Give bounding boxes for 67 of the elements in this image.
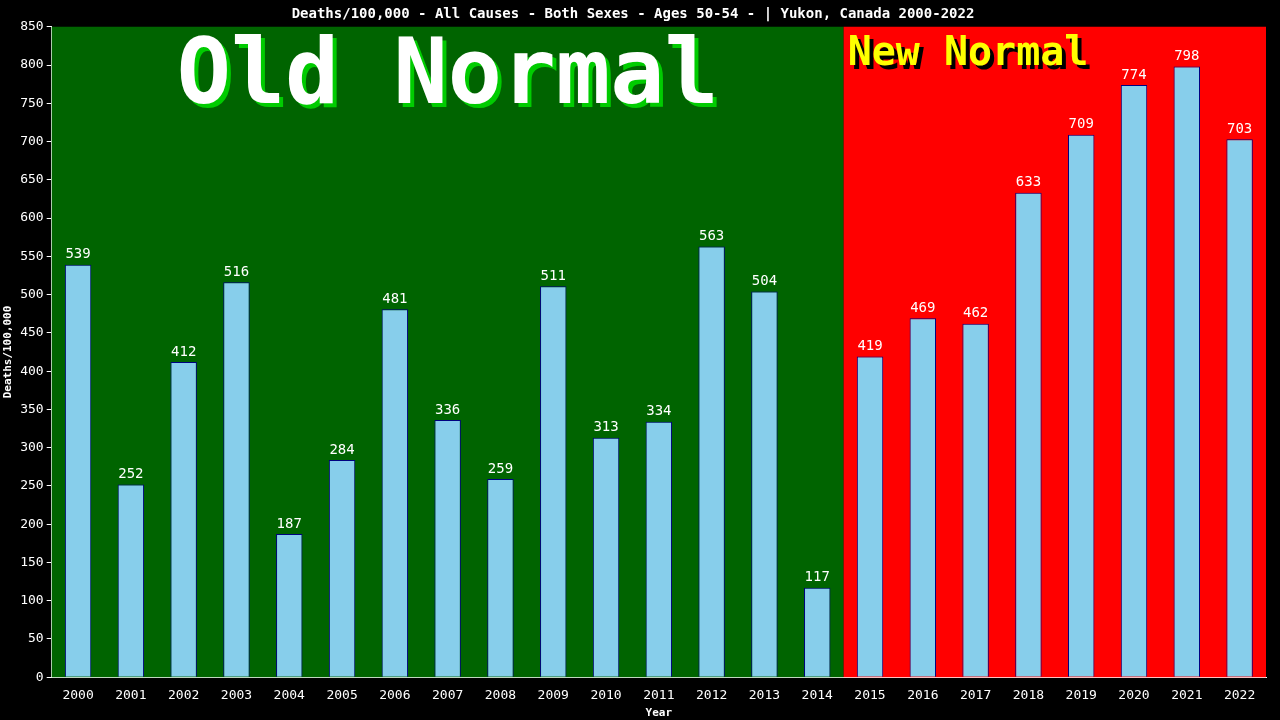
- x-tick-label: 2010: [590, 687, 622, 703]
- y-tick-label: 700: [20, 132, 44, 148]
- x-tick-label: 2009: [537, 687, 569, 703]
- x-tick-label: 2017: [959, 687, 992, 703]
- y-tick-label: 200: [20, 515, 44, 531]
- data-label: 284: [329, 440, 355, 457]
- y-tick-label: 100: [20, 592, 44, 608]
- x-tick-label: 2021: [1171, 687, 1203, 703]
- data-label: 336: [435, 400, 461, 417]
- data-label: 462: [962, 304, 989, 321]
- x-tick-label: 2003: [220, 687, 253, 703]
- data-label: 633: [1015, 173, 1042, 190]
- x-tick-label: 2002: [168, 687, 200, 703]
- data-label: 798: [1174, 47, 1200, 64]
- x-tick-label: 2004: [273, 687, 306, 703]
- y-tick-label: 450: [20, 324, 44, 340]
- y-tick-label: 800: [20, 56, 44, 72]
- y-axis-title: Deaths/100,000: [1, 305, 15, 399]
- y-tick-label: 250: [20, 477, 44, 493]
- x-tick-label: 2019: [1065, 687, 1097, 703]
- data-label: 334: [646, 402, 672, 419]
- y-tick-label: 300: [20, 439, 44, 455]
- x-tick-label: 2006: [379, 687, 411, 703]
- data-label: 504: [751, 272, 778, 289]
- data-label: 539: [65, 245, 91, 262]
- data-label: 774: [1121, 65, 1147, 82]
- x-tick-label: 2018: [1012, 687, 1045, 703]
- y-tick-label: 0: [35, 668, 44, 684]
- x-tick-label: 2013: [748, 687, 781, 703]
- data-label: 313: [593, 418, 619, 435]
- data-label: 419: [857, 337, 883, 354]
- y-tick-label: 350: [20, 400, 44, 416]
- x-tick-label: 2020: [1118, 687, 1150, 703]
- data-label: 117: [804, 568, 830, 585]
- data-label: 469: [910, 298, 936, 315]
- x-tick-label: 2005: [326, 687, 358, 703]
- data-label: 481: [382, 289, 408, 306]
- data-label: 187: [276, 514, 302, 531]
- y-tick-label: 50: [28, 630, 44, 646]
- data-label: 563: [698, 227, 725, 244]
- x-tick-label: 2007: [432, 687, 464, 703]
- x-axis-title: Year: [645, 706, 673, 720]
- data-label: 709: [1068, 115, 1094, 132]
- y-tick-label: 600: [20, 209, 44, 225]
- data-label: 252: [118, 465, 144, 482]
- chart-title: Deaths/100,000 - All Causes - Both Sexes - Ages 50-54 - | Yukon, Canada 2000-2022: [291, 5, 975, 23]
- y-tick-label: 400: [20, 362, 44, 378]
- data-label: 511: [540, 266, 566, 283]
- data-label: 412: [171, 342, 197, 359]
- data-label: 703: [1226, 119, 1253, 136]
- y-tick-label: 550: [20, 247, 44, 263]
- x-tick-label: 2022: [1223, 687, 1256, 703]
- data-label: 516: [223, 263, 250, 280]
- y-tick-label: 150: [20, 553, 44, 569]
- x-tick-label: 2012: [695, 687, 728, 703]
- x-tick-label: 2014: [801, 687, 834, 703]
- y-tick-label: 650: [20, 171, 44, 187]
- x-tick-label: 2008: [484, 687, 517, 703]
- x-tick-label: 2001: [115, 687, 147, 703]
- y-tick-label: 500: [20, 285, 44, 301]
- data-label: 259: [487, 459, 514, 476]
- x-tick-label: 2011: [643, 687, 675, 703]
- x-tick-label: 2015: [854, 687, 886, 703]
- x-tick-label: 2000: [62, 687, 94, 703]
- y-tick-label: 850: [20, 18, 44, 34]
- y-tick-label: 750: [20, 94, 44, 110]
- x-tick-label: 2016: [907, 687, 939, 703]
